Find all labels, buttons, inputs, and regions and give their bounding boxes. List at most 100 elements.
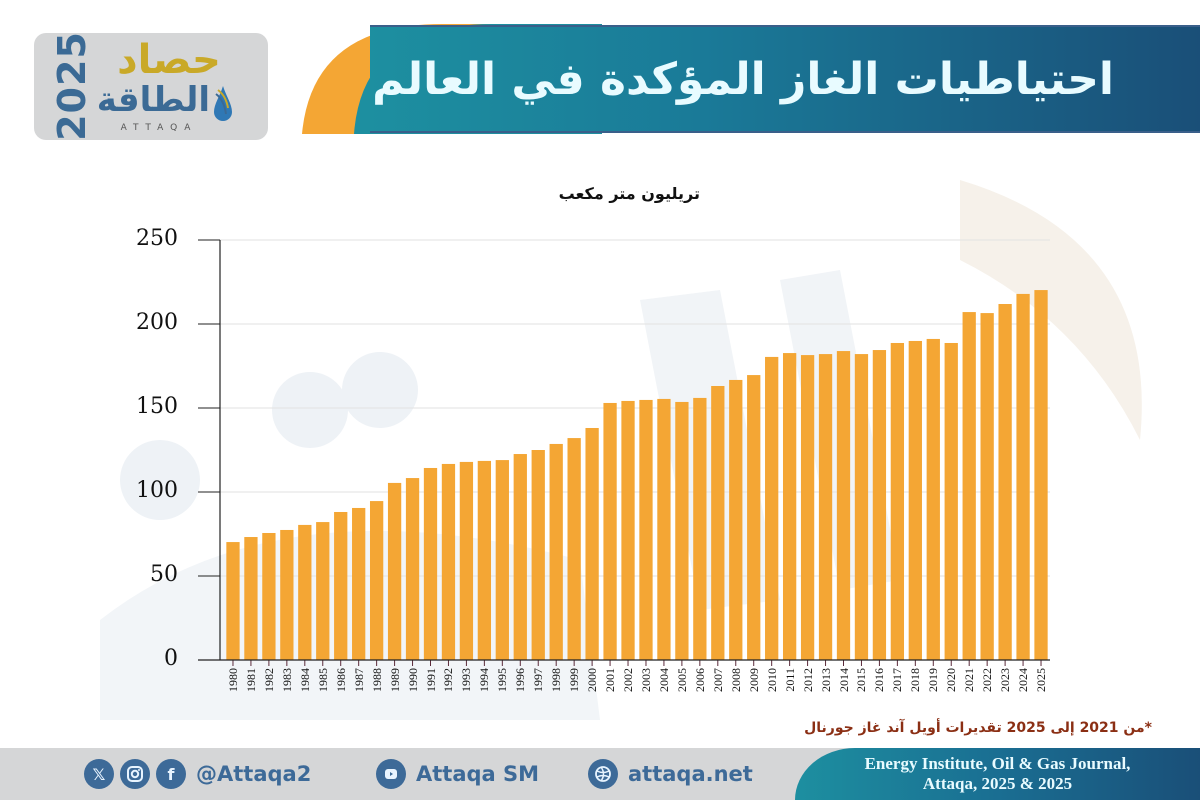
- x-tick-label: 1988: [369, 668, 384, 692]
- estimate-footnote: *من 2021 إلى 2025 تقديرات أويل آند غاز ج…: [804, 720, 1152, 736]
- drop-icon: [214, 86, 232, 121]
- bar-2001: [603, 402, 617, 660]
- y-tick-label: 200: [136, 310, 178, 335]
- y-tick-label: 0: [164, 646, 178, 671]
- x-tick-label: 1980: [225, 668, 240, 692]
- x-tick-label: 1982: [261, 668, 276, 692]
- x-tick-label: 1983: [279, 668, 294, 692]
- x-tick-label: 2011: [782, 668, 797, 692]
- bar-1992: [441, 463, 456, 660]
- bar-1996: [513, 454, 527, 660]
- bar-2013: [818, 354, 833, 660]
- logo-word-harvest: حصاد: [117, 37, 221, 83]
- social-handle[interactable]: @Attaqa2: [196, 762, 312, 786]
- source-line-1: Energy Institute, Oil & Gas Journal,: [864, 754, 1131, 773]
- youtube-icon[interactable]: [376, 759, 406, 789]
- bar-1990: [405, 478, 420, 660]
- bar-1997: [531, 450, 545, 660]
- x-tick-label: 2006: [692, 668, 707, 692]
- website-group: attaqa.net: [588, 758, 753, 790]
- instagram-icon[interactable]: [120, 759, 150, 789]
- bar-1988: [369, 501, 384, 660]
- bar-1995: [495, 460, 509, 660]
- x-tick-label: 2023: [998, 668, 1013, 692]
- bar-1994: [477, 460, 492, 660]
- bar-1980: [226, 542, 240, 660]
- x-tick-label: 2017: [890, 668, 905, 692]
- bar-2018: [908, 340, 922, 660]
- x-tick-label: 2008: [728, 668, 743, 692]
- bar-2023: [998, 304, 1012, 660]
- x-tick-label: 1998: [549, 668, 564, 692]
- bar-2024: [1016, 293, 1030, 660]
- x-tick-label: 1987: [351, 668, 366, 692]
- x-tick-label: 2007: [710, 668, 725, 692]
- facebook-icon[interactable]: f: [156, 759, 186, 789]
- globe-icon[interactable]: [588, 759, 618, 789]
- y-axis-unit-label: تريليون متر مكعب: [558, 184, 700, 203]
- y-tick-label: 50: [150, 562, 178, 587]
- bar-2025: [1034, 290, 1048, 660]
- bar-2000: [585, 427, 599, 660]
- x-tick-label: 2013: [818, 668, 833, 692]
- bar-1989: [387, 482, 402, 660]
- x-tick-label: 1996: [513, 668, 528, 692]
- x-tick-label: 2009: [746, 668, 761, 692]
- x-tick-label: 2025: [1034, 668, 1049, 692]
- bar-1984: [298, 524, 312, 660]
- bar-2011: [782, 353, 797, 660]
- title-banner: احتياطيات الغاز المؤكدة في العالم: [370, 25, 1200, 133]
- x-tick-label: 2021: [962, 668, 977, 692]
- source-panel: Energy Institute, Oil & Gas Journal, Att…: [795, 748, 1200, 800]
- bar-2009: [747, 375, 761, 660]
- bar-2003: [639, 399, 653, 660]
- x-tick-label: 1995: [495, 668, 510, 692]
- x-tick-label: 1990: [405, 668, 420, 692]
- x-tick-label: 1999: [567, 668, 582, 692]
- x-tick-label: 2014: [836, 668, 851, 692]
- source-line-2: Attaqa, 2025 & 2025: [922, 774, 1073, 793]
- x-tick-label: 2000: [585, 668, 600, 692]
- logo-word-energy: الطاقة: [96, 80, 210, 120]
- bar-2021: [962, 312, 976, 660]
- y-tick-label: 250: [136, 226, 178, 251]
- bar-1983: [280, 529, 294, 660]
- bar-2022: [980, 313, 994, 660]
- x-tick-label: 2018: [908, 668, 923, 692]
- bar-2017: [890, 342, 905, 660]
- x-icon[interactable]: 𝕏: [84, 759, 114, 789]
- bar-1987: [352, 507, 366, 660]
- x-tick-label: 1991: [423, 668, 438, 692]
- bar-1981: [244, 537, 258, 660]
- bar-1986: [334, 511, 348, 660]
- y-tick-label: 150: [136, 394, 178, 419]
- bar-2010: [765, 356, 779, 660]
- x-tick-label: 2012: [800, 668, 815, 692]
- bar-1998: [549, 443, 563, 660]
- bar-2020: [944, 342, 958, 660]
- bar-2008: [729, 379, 743, 660]
- bar-2005: [675, 401, 689, 660]
- social-media-group: 𝕏 f @Attaqa2: [84, 758, 311, 790]
- bar-1991: [423, 467, 438, 660]
- bar-2007: [711, 385, 725, 660]
- youtube-channel[interactable]: Attaqa SM: [416, 762, 540, 786]
- x-tick-label: 1989: [387, 668, 402, 692]
- x-tick-label: 1997: [531, 668, 546, 692]
- x-tick-label: 1994: [477, 668, 492, 692]
- x-tick-label: 2001: [603, 668, 618, 692]
- x-tick-label: 1993: [459, 668, 474, 692]
- x-tick-label: 2004: [656, 668, 671, 692]
- bar-2015: [854, 354, 869, 660]
- source-citation: Energy Institute, Oil & Gas Journal, Att…: [795, 754, 1200, 794]
- bar-2004: [657, 398, 671, 660]
- x-tick-label: 2022: [980, 668, 995, 692]
- bar-2006: [693, 397, 707, 660]
- x-tick-label: 1984: [297, 668, 312, 692]
- bar-1993: [459, 461, 474, 660]
- y-tick-label: 100: [136, 478, 178, 503]
- bar-2019: [926, 338, 940, 660]
- website-link[interactable]: attaqa.net: [628, 762, 753, 786]
- bar-2016: [872, 350, 887, 660]
